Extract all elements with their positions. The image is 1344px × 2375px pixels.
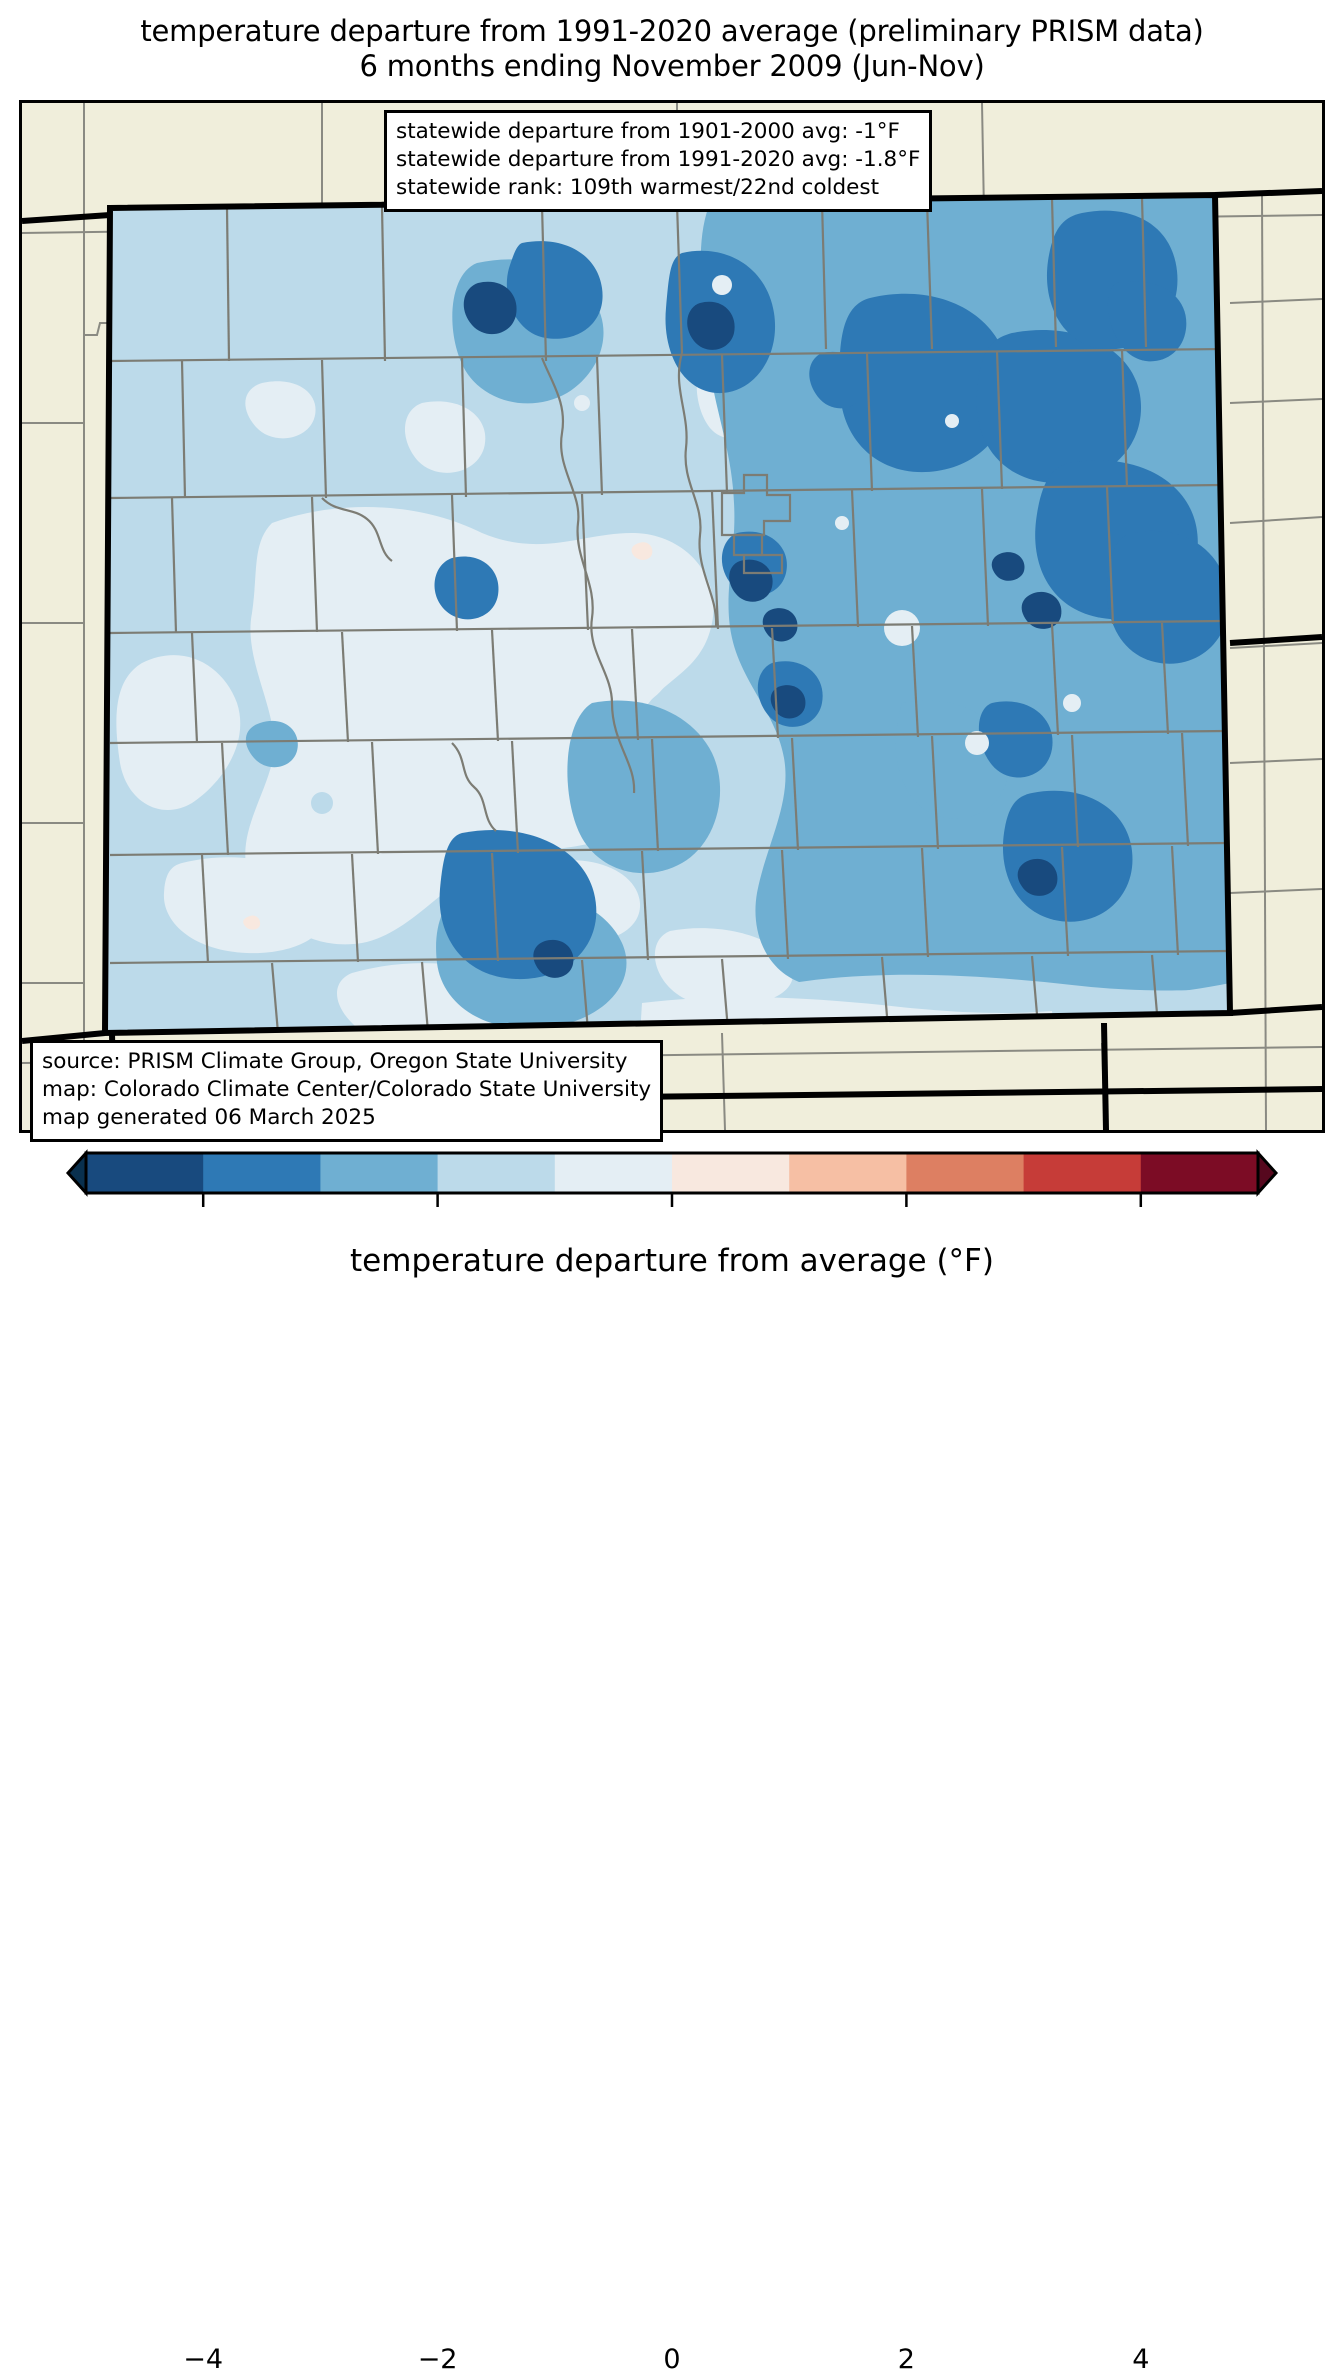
colorbar-svg (65, 1149, 1279, 1207)
colorado-temperature-departure-map (22, 103, 1322, 1130)
stats-line-3: statewide rank: 109th warmest/22nd colde… (396, 174, 880, 200)
colorbar-tick-label: 4 (1132, 2344, 1150, 2375)
page-title: temperature departure from 1991-2020 ave… (0, 14, 1344, 85)
colorbar-bands (65, 1149, 1279, 1197)
colorbar-tick-label: −4 (183, 2344, 224, 2375)
source-line-2: map: Colorado Climate Center/Colorado St… (42, 1076, 652, 1102)
stats-line-1: statewide departure from 1901-2000 avg: … (396, 119, 900, 144)
temperature-contour-fill (105, 195, 1230, 1033)
colorbar-axis-label: temperature departure from average (°F) (350, 1243, 994, 1279)
stats-line-2: statewide departure from 1991-2020 avg: … (396, 146, 921, 172)
colorbar-tick-label: 2 (897, 2344, 915, 2375)
colorbar-ticks (201, 1193, 1143, 1207)
source-credits-box: source: PRISM Climate Group, Oregon Stat… (30, 1040, 664, 1142)
title-line-2: 6 months ending November 2009 (Jun-Nov) (359, 49, 985, 84)
statewide-stats-box: statewide departure from 1901-2000 avg: … (384, 110, 933, 212)
colorado-county-lines (109, 197, 1230, 1033)
map-panel (19, 100, 1325, 1133)
source-line-1: source: PRISM Climate Group, Oregon Stat… (42, 1049, 628, 1074)
colorbar-tick-label: 0 (663, 2344, 681, 2375)
colorbar-tick-label: −2 (417, 2344, 458, 2375)
source-line-3: map generated 06 March 2025 (42, 1104, 376, 1130)
colorbar: −4 −2 0 2 4 (0, 1147, 1344, 2375)
title-line-1: temperature departure from 1991-2020 ave… (140, 14, 1204, 48)
